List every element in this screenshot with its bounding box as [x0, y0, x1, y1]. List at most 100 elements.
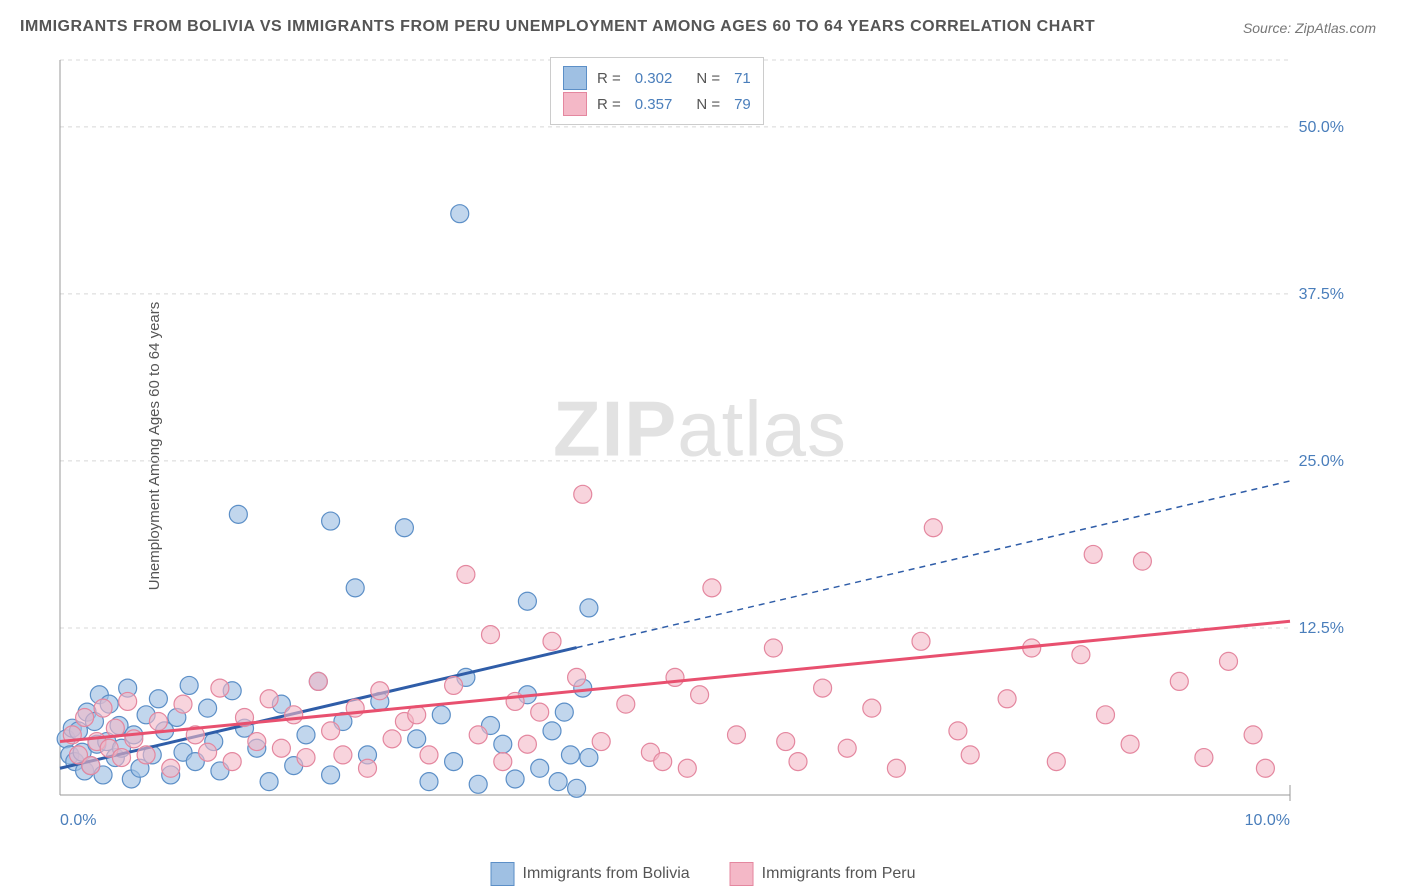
- data-point: [863, 699, 881, 717]
- n-label: N =: [696, 96, 720, 113]
- data-point: [420, 746, 438, 764]
- data-point: [1133, 552, 1151, 570]
- data-point: [445, 753, 463, 771]
- data-point: [260, 690, 278, 708]
- data-point: [574, 485, 592, 503]
- data-point: [531, 703, 549, 721]
- data-point: [518, 735, 536, 753]
- data-point: [531, 759, 549, 777]
- n-label: N =: [696, 70, 720, 87]
- data-point: [359, 759, 377, 777]
- data-point: [457, 566, 475, 584]
- data-point: [334, 746, 352, 764]
- data-point: [666, 668, 684, 686]
- data-point: [506, 770, 524, 788]
- data-point: [272, 739, 290, 757]
- data-point: [1072, 646, 1090, 664]
- legend-label-bolivia: Immigrants from Bolivia: [523, 865, 690, 883]
- data-point: [568, 668, 586, 686]
- data-point: [1244, 726, 1262, 744]
- data-point: [1220, 652, 1238, 670]
- chart-title: IMMIGRANTS FROM BOLIVIA VS IMMIGRANTS FR…: [20, 18, 1095, 36]
- data-point: [94, 699, 112, 717]
- r-label: R =: [597, 70, 621, 87]
- data-point: [322, 512, 340, 530]
- data-point: [174, 695, 192, 713]
- r-value-1: 0.357: [635, 96, 673, 113]
- data-point: [420, 773, 438, 791]
- data-point: [1256, 759, 1274, 777]
- data-point: [887, 759, 905, 777]
- data-point: [561, 746, 579, 764]
- data-point: [223, 753, 241, 771]
- data-point: [297, 749, 315, 767]
- data-point: [469, 726, 487, 744]
- trend-line-extrapolated: [577, 481, 1290, 648]
- data-point: [445, 676, 463, 694]
- data-point: [469, 775, 487, 793]
- swatch-bolivia: [563, 66, 587, 90]
- data-point: [199, 699, 217, 717]
- r-label: R =: [597, 96, 621, 113]
- data-point: [580, 749, 598, 767]
- data-point: [451, 205, 469, 223]
- swatch-bolivia-icon: [491, 862, 515, 886]
- data-point: [580, 599, 598, 617]
- legend-item-peru: Immigrants from Peru: [730, 862, 916, 886]
- data-point: [814, 679, 832, 697]
- data-point: [654, 753, 672, 771]
- stats-legend-row-0: R = 0.302 N = 71: [563, 66, 751, 90]
- data-point: [408, 730, 426, 748]
- y-tick-label: 25.0%: [1299, 453, 1344, 470]
- data-point: [764, 639, 782, 657]
- data-point: [777, 733, 795, 751]
- data-point: [1121, 735, 1139, 753]
- data-point: [309, 672, 327, 690]
- data-point: [113, 749, 131, 767]
- data-point: [592, 733, 610, 751]
- n-value-0: 71: [734, 70, 751, 87]
- data-point: [137, 746, 155, 764]
- r-value-0: 0.302: [635, 70, 673, 87]
- bottom-legend: Immigrants from Bolivia Immigrants from …: [491, 862, 916, 886]
- data-point: [260, 773, 278, 791]
- data-point: [180, 676, 198, 694]
- data-point: [432, 706, 450, 724]
- source-credit: Source: ZipAtlas.com: [1243, 20, 1376, 36]
- swatch-peru: [563, 92, 587, 116]
- data-point: [789, 753, 807, 771]
- n-value-1: 79: [734, 96, 751, 113]
- stats-legend: R = 0.302 N = 71 R = 0.357 N = 79: [550, 57, 764, 125]
- data-point: [543, 632, 561, 650]
- data-point: [119, 692, 137, 710]
- data-point: [383, 730, 401, 748]
- data-point: [149, 690, 167, 708]
- data-point: [543, 722, 561, 740]
- data-point: [703, 579, 721, 597]
- data-point: [691, 686, 709, 704]
- data-point: [297, 726, 315, 744]
- data-point: [149, 713, 167, 731]
- data-point: [482, 626, 500, 644]
- data-point: [1084, 545, 1102, 563]
- data-point: [617, 695, 635, 713]
- data-point: [371, 682, 389, 700]
- data-point: [322, 722, 340, 740]
- data-point: [912, 632, 930, 650]
- data-point: [322, 766, 340, 784]
- scatter-svg: 12.5%25.0%37.5%50.0%0.0%10.0%: [50, 55, 1350, 835]
- data-point: [76, 708, 94, 726]
- legend-label-peru: Immigrants from Peru: [762, 865, 916, 883]
- legend-item-bolivia: Immigrants from Bolivia: [491, 862, 690, 886]
- data-point: [678, 759, 696, 777]
- y-tick-label: 37.5%: [1299, 286, 1344, 303]
- data-point: [518, 592, 536, 610]
- x-tick-label: 0.0%: [60, 812, 96, 829]
- data-point: [1170, 672, 1188, 690]
- data-point: [949, 722, 967, 740]
- data-point: [395, 519, 413, 537]
- data-point: [229, 505, 247, 523]
- data-point: [838, 739, 856, 757]
- data-point: [961, 746, 979, 764]
- data-point: [998, 690, 1016, 708]
